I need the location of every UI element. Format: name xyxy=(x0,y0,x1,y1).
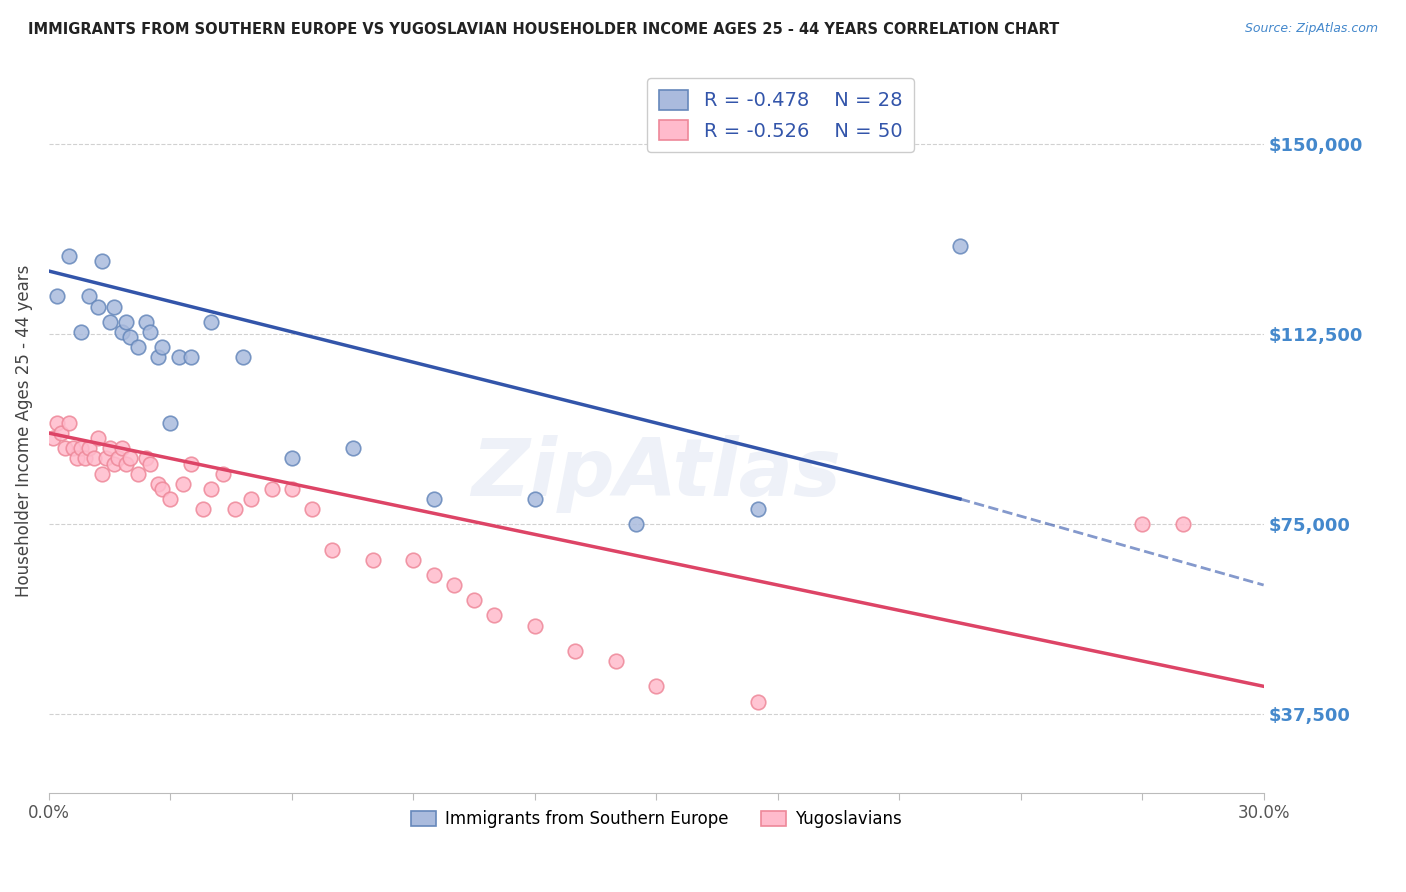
Point xyxy=(62,442,84,456)
Point xyxy=(200,482,222,496)
Point xyxy=(564,644,586,658)
Legend: Immigrants from Southern Europe, Yugoslavians: Immigrants from Southern Europe, Yugosla… xyxy=(405,804,908,835)
Point xyxy=(46,289,69,303)
Point xyxy=(46,416,69,430)
Point xyxy=(281,482,304,496)
Point xyxy=(232,350,254,364)
Point xyxy=(111,442,134,456)
Point xyxy=(118,330,141,344)
Point xyxy=(98,315,121,329)
Text: Source: ZipAtlas.com: Source: ZipAtlas.com xyxy=(1244,22,1378,36)
Point xyxy=(523,618,546,632)
Point xyxy=(98,442,121,456)
Point xyxy=(1130,517,1153,532)
Point xyxy=(115,457,138,471)
Point xyxy=(58,416,80,430)
Point xyxy=(135,451,157,466)
Point xyxy=(53,442,76,456)
Point xyxy=(159,491,181,506)
Point xyxy=(361,552,384,566)
Point xyxy=(70,442,93,456)
Point xyxy=(94,451,117,466)
Y-axis label: Householder Income Ages 25 - 44 years: Householder Income Ages 25 - 44 years xyxy=(15,264,32,597)
Point xyxy=(139,457,162,471)
Point xyxy=(148,350,170,364)
Point xyxy=(58,249,80,263)
Point xyxy=(70,325,93,339)
Point xyxy=(645,679,668,693)
Point xyxy=(49,426,72,441)
Point xyxy=(135,315,157,329)
Point xyxy=(127,467,149,481)
Point xyxy=(212,467,235,481)
Point xyxy=(301,502,323,516)
Point xyxy=(90,467,112,481)
Point xyxy=(1171,517,1194,532)
Point xyxy=(605,654,627,668)
Point xyxy=(523,491,546,506)
Point xyxy=(148,476,170,491)
Point xyxy=(422,568,444,582)
Point xyxy=(747,694,769,708)
Point xyxy=(79,442,101,456)
Point xyxy=(180,457,202,471)
Point xyxy=(402,552,425,566)
Point xyxy=(191,502,214,516)
Point xyxy=(224,502,246,516)
Point xyxy=(422,491,444,506)
Point xyxy=(42,431,65,445)
Point xyxy=(150,340,173,354)
Point xyxy=(342,442,364,456)
Point xyxy=(167,350,190,364)
Point xyxy=(463,593,485,607)
Point xyxy=(240,491,263,506)
Point xyxy=(66,451,89,466)
Point xyxy=(949,239,972,253)
Text: IMMIGRANTS FROM SOUTHERN EUROPE VS YUGOSLAVIAN HOUSEHOLDER INCOME AGES 25 - 44 Y: IMMIGRANTS FROM SOUTHERN EUROPE VS YUGOS… xyxy=(28,22,1059,37)
Point xyxy=(90,254,112,268)
Point xyxy=(260,482,283,496)
Point xyxy=(150,482,173,496)
Point xyxy=(86,431,108,445)
Point xyxy=(443,578,465,592)
Point xyxy=(159,416,181,430)
Point xyxy=(115,315,138,329)
Point xyxy=(118,451,141,466)
Point xyxy=(321,542,343,557)
Point xyxy=(103,300,125,314)
Point xyxy=(200,315,222,329)
Text: ZipAtlas: ZipAtlas xyxy=(471,435,841,513)
Point xyxy=(172,476,194,491)
Point xyxy=(484,608,506,623)
Point xyxy=(83,451,105,466)
Point xyxy=(624,517,647,532)
Point xyxy=(86,300,108,314)
Point xyxy=(75,451,97,466)
Point xyxy=(107,451,129,466)
Point xyxy=(79,289,101,303)
Point xyxy=(180,350,202,364)
Point xyxy=(127,340,149,354)
Point xyxy=(281,451,304,466)
Point xyxy=(103,457,125,471)
Point xyxy=(747,502,769,516)
Point xyxy=(111,325,134,339)
Point xyxy=(139,325,162,339)
